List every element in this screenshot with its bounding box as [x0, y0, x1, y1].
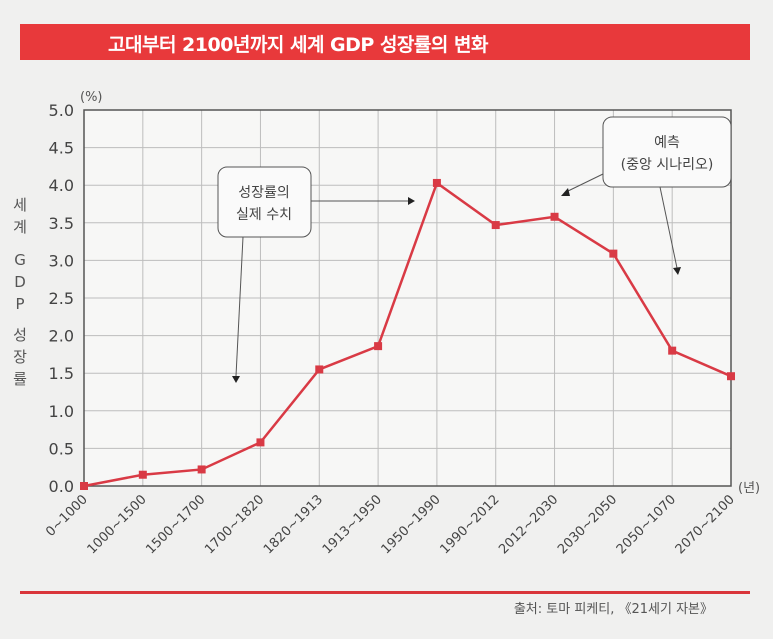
- y-tick-label: 5.0: [49, 101, 74, 120]
- annotation-text: (중앙 시나리오): [621, 157, 714, 173]
- annotation-box-forecast: [602, 116, 732, 188]
- annotation-text: 예측: [654, 135, 680, 151]
- plot-frame: [83, 109, 732, 487]
- y-axis-label-char: P: [15, 295, 24, 313]
- arrowhead-icon: [408, 197, 415, 205]
- series-line: [83, 180, 732, 488]
- data-point: [256, 438, 265, 447]
- data-point: [727, 372, 735, 381]
- y-axis-label-char: 계: [13, 218, 27, 236]
- y-unit-label: (%): [80, 90, 103, 105]
- x-tick-label: 0~1000: [43, 492, 91, 540]
- y-axis-label-char: 성: [13, 326, 27, 344]
- y-axis-label-char: D: [14, 273, 26, 291]
- y-tick-label: 3.5: [49, 214, 74, 233]
- x-tick-label: 1700~1820: [202, 492, 267, 557]
- annotation-arrow: [235, 236, 244, 377]
- x-tick-label: 2012~2030: [496, 492, 561, 557]
- source-note: 출처: 토마 피케티, 《21세기 자본》: [513, 602, 713, 617]
- data-point: [609, 249, 618, 258]
- data-point: [668, 346, 677, 355]
- data-point: [491, 221, 500, 230]
- x-tick-label: 1913~1950: [320, 492, 385, 557]
- x-tick-label: 1950~1990: [379, 492, 444, 557]
- y-axis-label-char: 장: [13, 348, 27, 366]
- annotation-arrow: [659, 186, 678, 269]
- y-axis-label-char: 률: [13, 370, 27, 388]
- x-tick-label: 2050~1070: [614, 492, 679, 557]
- chart-title: 고대부터 2100년까지 세계 GDP 성장률의 변화: [108, 34, 488, 56]
- x-tick-label: 1500~1700: [143, 492, 208, 557]
- title-banner: 고대부터 2100년까지 세계 GDP 성장률의 변화: [20, 24, 750, 60]
- annotation-box-actual: [217, 166, 312, 238]
- y-tick-label: 2.0: [49, 327, 74, 346]
- y-tick-label: 4.0: [49, 176, 74, 195]
- y-axis-label-char: 세: [13, 196, 27, 214]
- x-tick-label: 1990~2012: [437, 492, 502, 557]
- data-point: [138, 470, 147, 479]
- x-tick-label: 2070~2100: [673, 492, 738, 557]
- data-point: [197, 465, 206, 474]
- arrowhead-icon: [561, 188, 570, 196]
- x-tick-label: 1000~1500: [85, 492, 150, 557]
- annotation-text: 실제 수치: [236, 207, 292, 223]
- y-tick-label: 1.5: [49, 364, 74, 383]
- data-point: [80, 482, 88, 490]
- y-axis-label-char: G: [14, 251, 26, 269]
- y-tick-label: 2.5: [49, 289, 74, 308]
- y-tick-label: 4.5: [49, 139, 74, 158]
- annotation-text: 성장률의: [238, 185, 290, 201]
- data-point: [315, 365, 324, 374]
- annotation-arrow: [565, 173, 604, 193]
- x-unit-label: (년): [738, 481, 760, 496]
- data-point: [374, 342, 383, 351]
- data-point: [550, 212, 559, 221]
- y-tick-label: 3.0: [49, 251, 74, 270]
- y-tick-label: 0.5: [49, 439, 74, 458]
- bottom-divider: [20, 591, 750, 594]
- x-tick-label: 1820~1913: [261, 492, 326, 557]
- arrowhead-icon: [673, 267, 681, 275]
- x-tick-label: 2030~2050: [555, 492, 620, 557]
- arrowhead-icon: [232, 376, 240, 383]
- y-tick-label: 1.0: [49, 402, 74, 421]
- y-tick-label: 0.0: [49, 477, 74, 496]
- data-point: [432, 178, 441, 187]
